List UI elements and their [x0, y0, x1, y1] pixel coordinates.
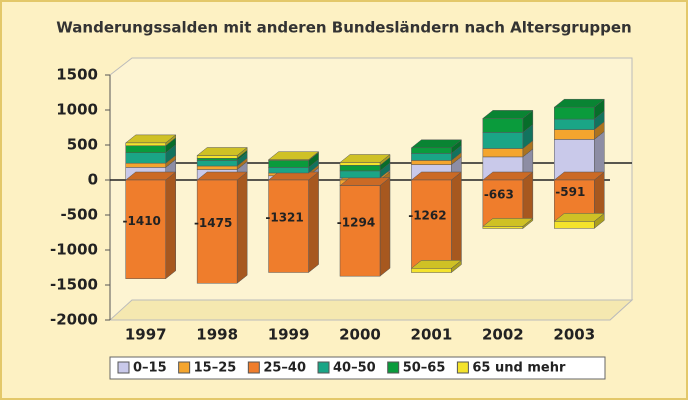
bar — [125, 145, 166, 153]
bar — [411, 160, 452, 165]
legend-label: 15–25 — [194, 361, 237, 376]
bar — [196, 165, 238, 170]
bar-side — [165, 171, 176, 280]
data-label: -663 — [484, 188, 514, 202]
y-tick-label: -500 — [60, 206, 98, 224]
data-label: -1321 — [265, 211, 303, 225]
data-label: -1410 — [123, 214, 161, 228]
bar — [554, 129, 595, 140]
legend-label: 40–50 — [333, 361, 376, 376]
bar-side — [451, 171, 462, 269]
bar-side — [379, 177, 391, 277]
bar — [125, 179, 166, 279]
bar — [268, 160, 309, 168]
legend-label: 25–40 — [263, 361, 306, 376]
data-label: -1294 — [337, 215, 375, 229]
bar-side — [308, 171, 319, 273]
legend-label: 50–65 — [403, 361, 446, 376]
bar — [411, 179, 452, 269]
data-label: -1475 — [194, 216, 232, 230]
y-tick-label: 0 — [88, 171, 98, 189]
bar — [554, 221, 595, 229]
y-tick-label: -1500 — [50, 276, 98, 294]
legend-label: 65 und mehr — [472, 361, 566, 376]
bar — [482, 118, 524, 133]
bar — [196, 179, 238, 284]
bar — [125, 152, 166, 164]
data-label: -591 — [555, 185, 585, 199]
bar — [196, 160, 238, 167]
bar — [482, 132, 524, 149]
x-tick-label: 2003 — [553, 326, 595, 344]
data-label: -1262 — [408, 209, 446, 223]
bar — [339, 162, 381, 166]
x-tick-label: 2001 — [411, 326, 453, 344]
bar — [268, 159, 309, 161]
chart-title: Wanderungssalden mit anderen Bundeslände… — [56, 19, 631, 37]
x-tick-label: 2002 — [482, 326, 524, 344]
y-tick-label: -1000 — [50, 241, 98, 259]
bar — [411, 268, 452, 273]
x-tick-label: 1998 — [196, 326, 238, 344]
bar — [268, 167, 309, 174]
bar — [339, 165, 381, 172]
plot-floor — [108, 299, 634, 321]
y-tick-label: 1500 — [56, 66, 98, 84]
bar — [268, 179, 309, 273]
bar — [482, 226, 524, 229]
bar — [482, 148, 524, 158]
bar — [339, 185, 381, 277]
bar — [125, 162, 166, 168]
x-tick-label: 1999 — [268, 326, 310, 344]
legend-swatch — [117, 361, 130, 374]
y-tick-label: 500 — [67, 136, 98, 154]
bar — [554, 106, 595, 120]
legend-swatch — [317, 361, 330, 374]
x-tick-label: 1997 — [125, 326, 167, 344]
legend-swatch — [178, 361, 191, 374]
bar — [196, 155, 238, 159]
legend-label: 0–15 — [133, 361, 167, 376]
x-tick-label: 2000 — [339, 326, 381, 344]
y-tick-label: 1000 — [56, 101, 98, 119]
bar — [411, 153, 452, 161]
legend-swatch — [387, 361, 400, 374]
legend-swatch — [247, 361, 260, 374]
legend-swatch — [456, 361, 469, 374]
bar — [339, 170, 381, 179]
bar — [196, 158, 238, 161]
bar — [125, 142, 166, 146]
legend-box — [109, 356, 606, 380]
bar — [554, 118, 595, 130]
y-tick-label: -2000 — [50, 311, 98, 329]
bar-side — [236, 171, 248, 284]
bar — [411, 147, 452, 154]
